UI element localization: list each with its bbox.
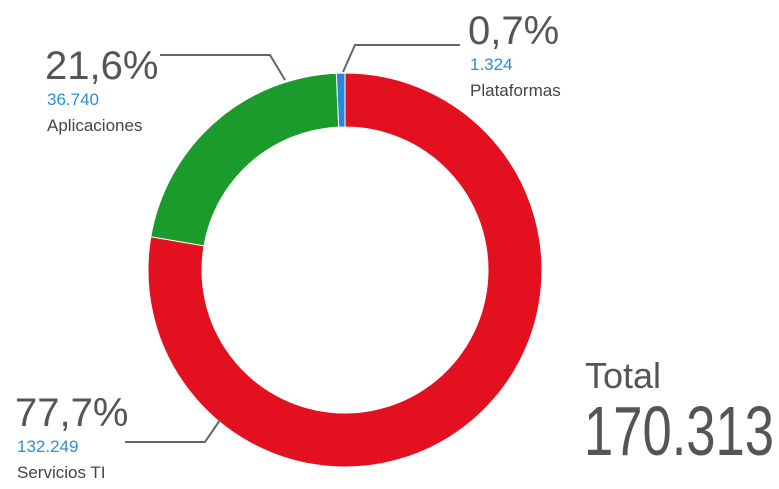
total-title: Total bbox=[585, 355, 661, 396]
slice bbox=[335, 72, 346, 128]
percent-label: 77,7% bbox=[15, 391, 128, 435]
percent-label: 0,7% bbox=[468, 9, 559, 53]
amount-label: 1.324 bbox=[470, 55, 513, 74]
slice bbox=[147, 72, 543, 468]
slice bbox=[150, 72, 340, 247]
category-label: Servicios TI bbox=[17, 463, 106, 482]
percent-label: 21,6% bbox=[45, 44, 158, 88]
leader-line bbox=[342, 44, 460, 73]
amount-label: 132.249 bbox=[17, 437, 78, 456]
amount-label: 36.740 bbox=[47, 90, 99, 109]
total-value: 170.313 bbox=[584, 392, 774, 470]
leader-line bbox=[160, 54, 286, 81]
leader-line bbox=[125, 419, 221, 443]
category-label: Aplicaciones bbox=[47, 116, 142, 135]
category-label: Plataformas bbox=[470, 81, 561, 100]
